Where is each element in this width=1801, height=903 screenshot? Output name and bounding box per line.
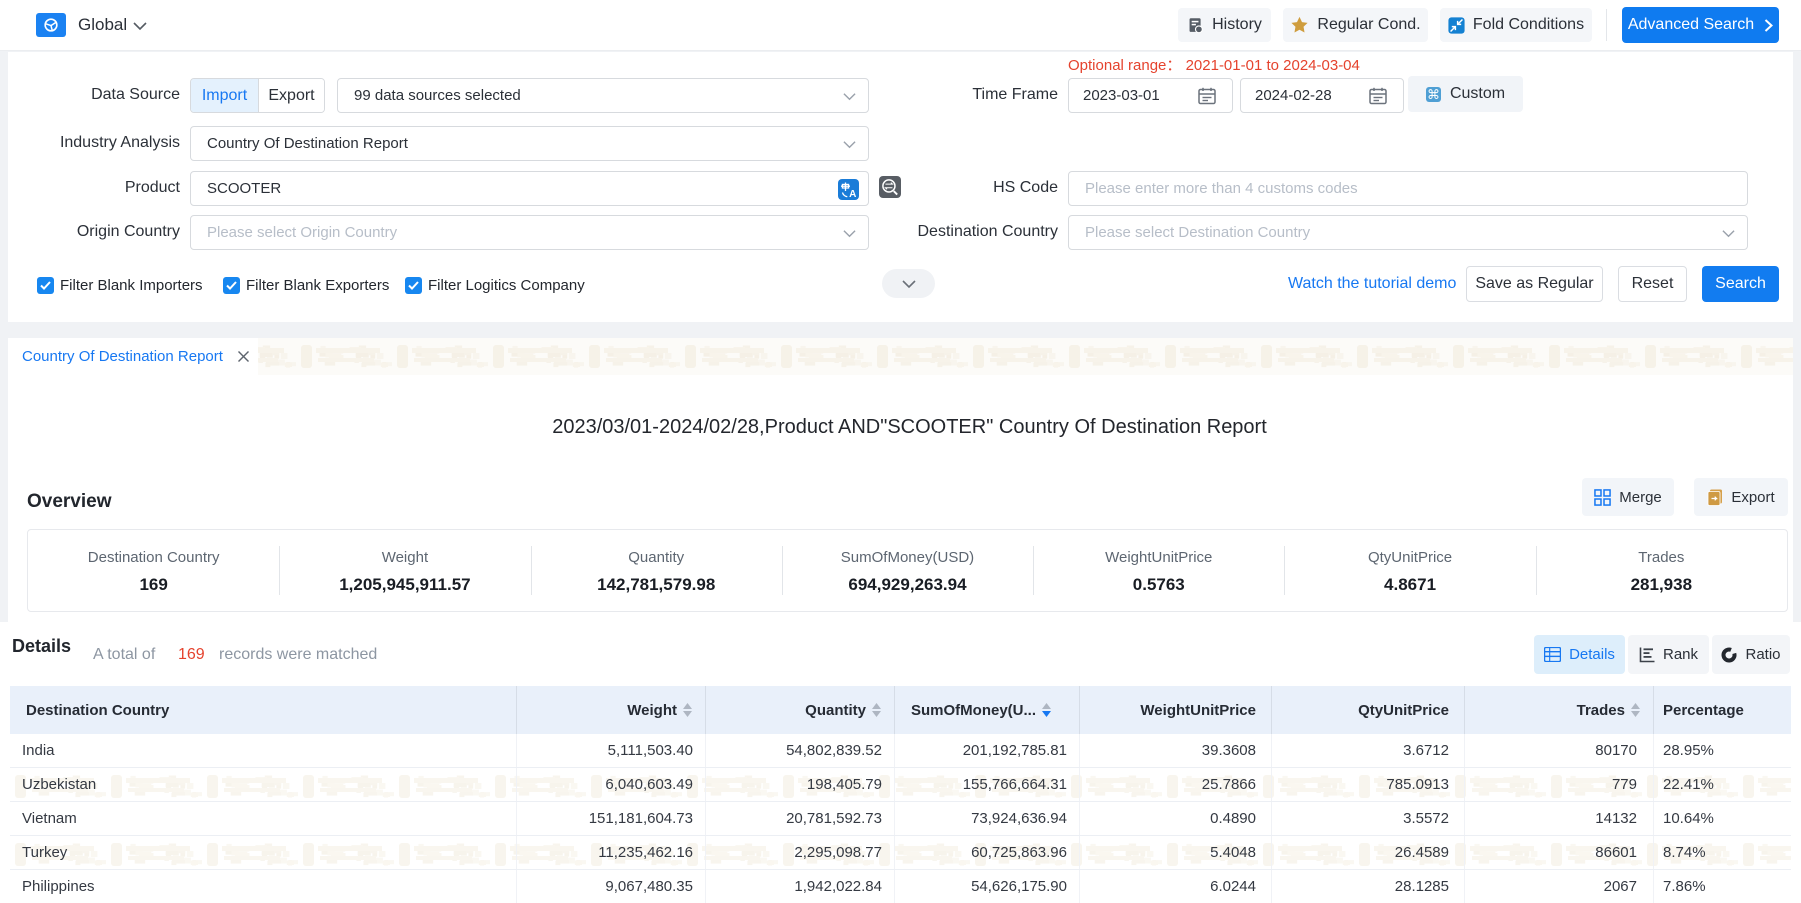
svg-text:A: A xyxy=(849,189,856,200)
